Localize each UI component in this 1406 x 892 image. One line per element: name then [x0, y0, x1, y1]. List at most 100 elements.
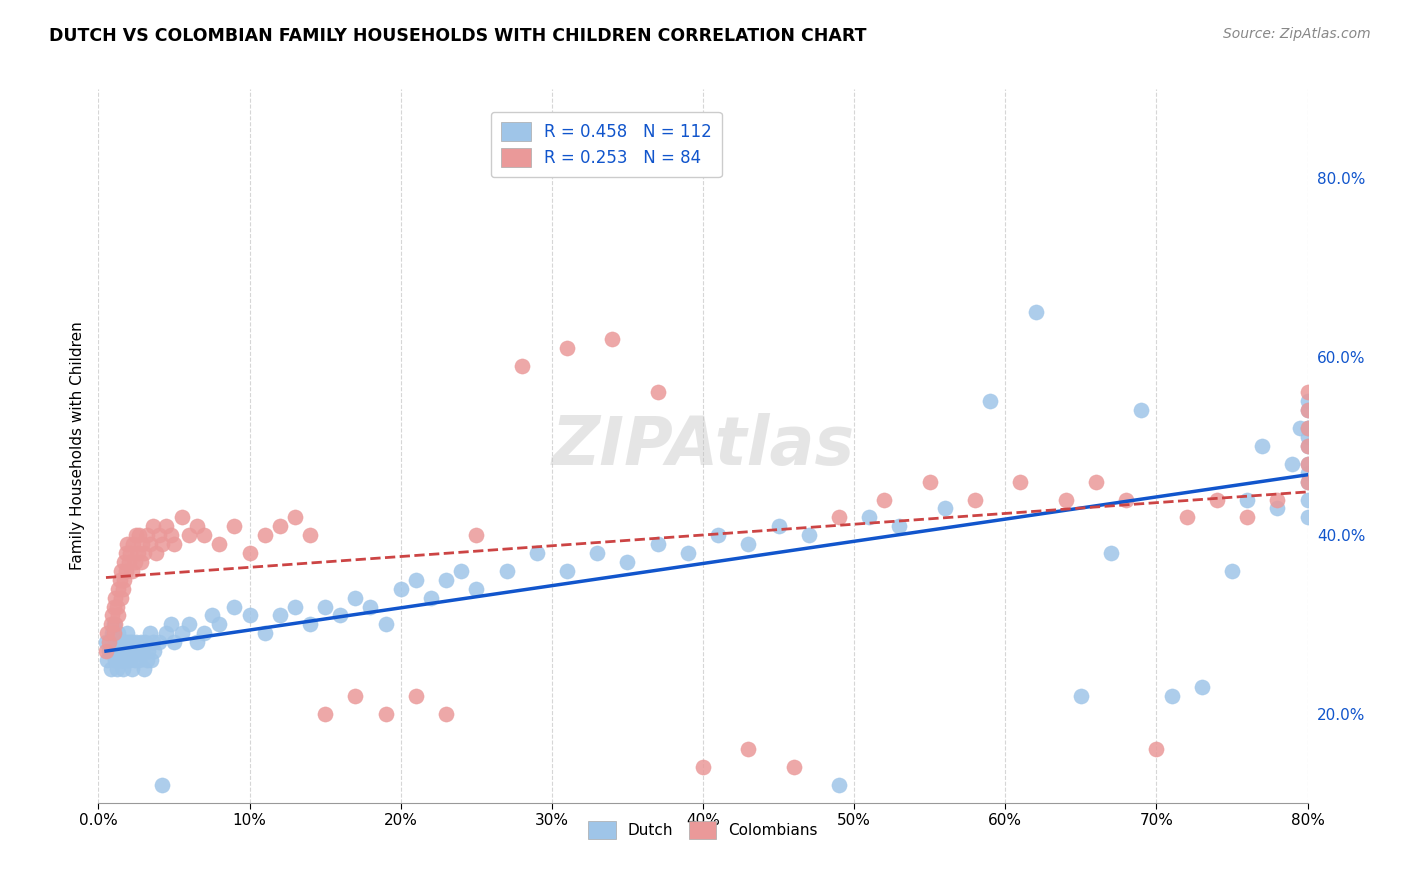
Point — [253, 626, 276, 640]
Point — [170, 510, 193, 524]
Point — [676, 546, 699, 560]
Point — [1296, 394, 1319, 409]
Point — [918, 475, 941, 489]
Point — [737, 537, 759, 551]
Point — [979, 394, 1001, 409]
Point — [114, 635, 136, 649]
Point — [1289, 421, 1312, 435]
Point — [150, 537, 173, 551]
Point — [128, 528, 150, 542]
Point — [269, 608, 291, 623]
Point — [647, 385, 669, 400]
Point — [128, 653, 150, 667]
Point — [269, 519, 291, 533]
Point — [510, 359, 533, 373]
Point — [121, 564, 143, 578]
Point — [105, 644, 128, 658]
Point — [101, 608, 124, 623]
Point — [1220, 564, 1243, 578]
Point — [141, 653, 163, 667]
Point — [344, 591, 367, 605]
Point — [148, 528, 170, 542]
Point — [96, 626, 118, 640]
Point — [107, 626, 129, 640]
Point — [143, 644, 166, 658]
Point — [105, 662, 128, 676]
Point — [284, 599, 307, 614]
Point — [1115, 492, 1137, 507]
Point — [965, 492, 987, 507]
Point — [434, 573, 457, 587]
Point — [112, 573, 135, 587]
Point — [120, 546, 142, 560]
Point — [163, 635, 186, 649]
Point — [1296, 457, 1319, 471]
Point — [107, 653, 129, 667]
Point — [434, 706, 457, 721]
Point — [193, 626, 215, 640]
Point — [1070, 689, 1092, 703]
Point — [1296, 510, 1319, 524]
Point — [145, 546, 167, 560]
Point — [108, 644, 131, 658]
Point — [526, 546, 548, 560]
Point — [1296, 403, 1319, 417]
Point — [465, 582, 488, 596]
Point — [94, 635, 117, 649]
Point — [110, 635, 132, 649]
Point — [124, 555, 146, 569]
Point — [104, 617, 127, 632]
Point — [208, 537, 231, 551]
Point — [1054, 492, 1077, 507]
Point — [616, 555, 638, 569]
Point — [1296, 421, 1319, 435]
Point — [1191, 680, 1213, 694]
Point — [555, 564, 578, 578]
Point — [148, 635, 170, 649]
Point — [100, 617, 122, 632]
Point — [111, 662, 134, 676]
Legend: Dutch, Colombians: Dutch, Colombians — [582, 815, 824, 845]
Point — [1024, 305, 1046, 319]
Point — [193, 528, 215, 542]
Point — [201, 608, 224, 623]
Point — [96, 653, 118, 667]
Point — [131, 537, 153, 551]
Point — [797, 528, 820, 542]
Point — [374, 706, 396, 721]
Point — [103, 599, 125, 614]
Point — [131, 644, 153, 658]
Point — [142, 519, 165, 533]
Point — [253, 528, 276, 542]
Text: ZIPAtlas: ZIPAtlas — [551, 413, 855, 479]
Point — [104, 591, 127, 605]
Point — [314, 706, 336, 721]
Point — [110, 591, 132, 605]
Point — [101, 626, 124, 640]
Point — [139, 626, 162, 640]
Point — [450, 564, 472, 578]
Point — [120, 653, 142, 667]
Point — [1296, 439, 1319, 453]
Point — [112, 635, 135, 649]
Point — [121, 635, 143, 649]
Point — [389, 582, 412, 596]
Point — [127, 644, 149, 658]
Point — [170, 626, 193, 640]
Point — [1175, 510, 1198, 524]
Point — [94, 644, 117, 658]
Point — [1296, 475, 1319, 489]
Point — [299, 617, 322, 632]
Point — [135, 653, 157, 667]
Point — [160, 528, 183, 542]
Point — [103, 617, 125, 632]
Point — [121, 662, 143, 676]
Point — [139, 537, 162, 551]
Point — [1085, 475, 1108, 489]
Point — [873, 492, 896, 507]
Point — [858, 510, 880, 524]
Point — [602, 332, 624, 346]
Point — [136, 644, 159, 658]
Point — [186, 635, 208, 649]
Point — [1130, 403, 1153, 417]
